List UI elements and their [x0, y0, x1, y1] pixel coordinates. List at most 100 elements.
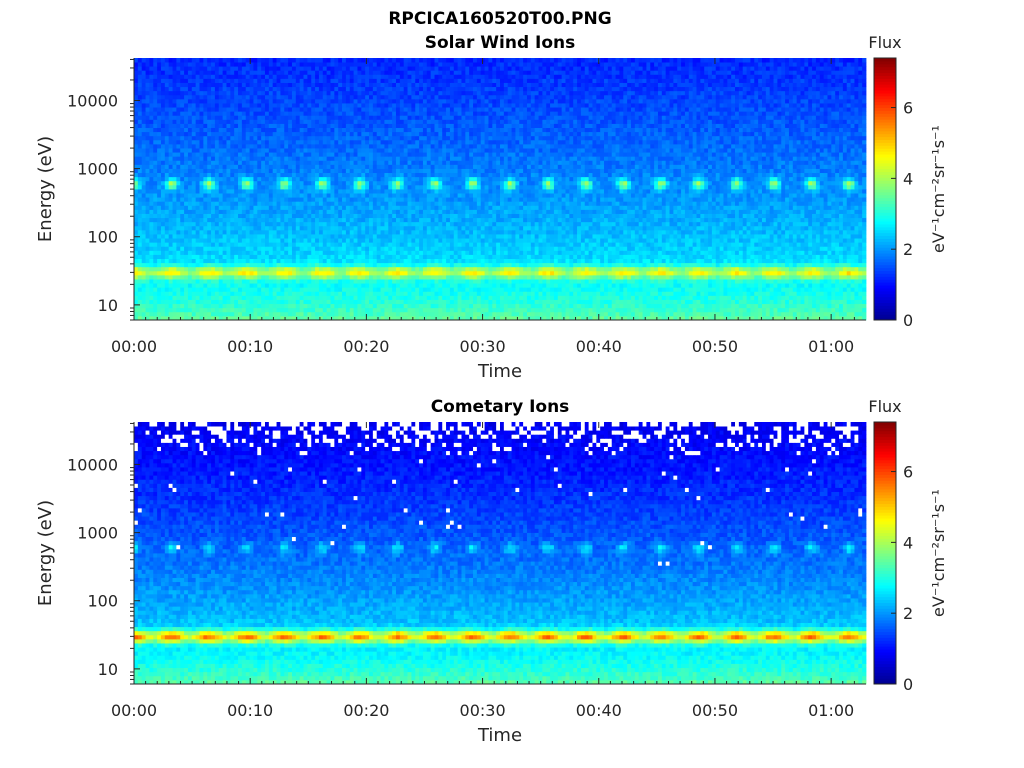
heatmap-cell — [188, 291, 192, 295]
heatmap-cell — [589, 304, 593, 308]
heatmap-cell — [323, 271, 327, 275]
heatmap-cell — [292, 308, 296, 312]
heatmap-cell — [608, 295, 612, 299]
heatmap-cell — [496, 271, 500, 275]
heatmap-cell — [142, 308, 146, 312]
heatmap-cell — [519, 271, 523, 275]
heatmap-cell — [153, 275, 157, 279]
heatmap-cell — [427, 295, 431, 299]
heatmap-cell — [654, 275, 658, 279]
heatmap-cell — [458, 291, 462, 295]
heatmap-cell — [277, 271, 281, 275]
heatmap-cell — [673, 295, 677, 299]
heatmap-cell — [627, 304, 631, 308]
heatmap-cell — [827, 304, 831, 308]
heatmap-cell — [558, 275, 562, 279]
heatmap-cell — [650, 304, 654, 308]
heatmap-cell — [304, 291, 308, 295]
heatmap-cell — [777, 291, 781, 295]
heatmap-cell — [851, 308, 855, 312]
heatmap-cell — [631, 308, 635, 312]
heatmap-cell — [843, 291, 847, 295]
heatmap-cell — [554, 304, 558, 308]
heatmap-cell — [666, 300, 670, 304]
heatmap-cell — [581, 283, 585, 287]
heatmap-cell — [797, 287, 801, 291]
heatmap-cell — [619, 304, 623, 308]
heatmap-cell — [673, 287, 677, 291]
heatmap-cell — [527, 300, 531, 304]
heatmap-cell — [173, 275, 177, 279]
heatmap-cell — [146, 304, 150, 308]
heatmap-cell — [627, 312, 631, 316]
heatmap-cell — [673, 279, 677, 283]
heatmap-cell — [824, 275, 828, 279]
heatmap-cell — [785, 279, 789, 283]
heatmap-cell — [496, 275, 500, 279]
heatmap-cell — [273, 291, 277, 295]
heatmap-cell — [804, 304, 808, 308]
heatmap-cell — [438, 279, 442, 283]
heatmap-cell — [184, 300, 188, 304]
heatmap-cell — [292, 275, 296, 279]
heatmap-cell — [465, 271, 469, 275]
heatmap-cell — [662, 287, 666, 291]
heatmap-cell — [565, 304, 569, 308]
heatmap-cell — [373, 295, 377, 299]
heatmap-cell — [535, 291, 539, 295]
heatmap-cell — [465, 312, 469, 316]
heatmap-cell — [265, 295, 269, 299]
heatmap-cell — [454, 283, 458, 287]
heatmap-cell — [554, 291, 558, 295]
heatmap-cell — [250, 300, 254, 304]
heatmap-cell — [508, 312, 512, 316]
panel-1: 00:00 00:10 00:20 00:30 00:40 00:50 01:0010100… — [35, 33, 948, 382]
heatmap-cell — [223, 295, 227, 299]
heatmap-cell — [265, 283, 269, 287]
heatmap-cell — [384, 295, 388, 299]
heatmap-cell — [739, 295, 743, 299]
heatmap-cell — [589, 295, 593, 299]
heatmap-cell — [750, 287, 754, 291]
heatmap-cell — [288, 279, 292, 283]
heatmap-cell — [461, 304, 465, 308]
heatmap-cell — [357, 283, 361, 287]
heatmap-cell — [569, 275, 573, 279]
heatmap-cell — [327, 275, 331, 279]
heatmap-cell — [627, 275, 631, 279]
heatmap-cell — [704, 279, 708, 283]
heatmap-cell — [681, 275, 685, 279]
heatmap-cell — [754, 304, 758, 308]
heatmap-cell — [693, 295, 697, 299]
heatmap-cell — [824, 283, 828, 287]
heatmap-cell — [288, 312, 292, 316]
heatmap-cell — [330, 287, 334, 291]
heatmap-cell — [762, 312, 766, 316]
heatmap-cell — [411, 312, 415, 316]
heatmap-cell — [627, 308, 631, 312]
heatmap-cell — [330, 275, 334, 279]
heatmap-cell — [542, 271, 546, 275]
heatmap-cell — [835, 300, 839, 304]
heatmap-cell — [512, 271, 516, 275]
heatmap-cell — [454, 287, 458, 291]
heatmap-cell — [581, 308, 585, 312]
heatmap-cell — [338, 308, 342, 312]
heatmap-cell — [512, 291, 516, 295]
heatmap-cell — [735, 287, 739, 291]
heatmap-cell — [577, 304, 581, 308]
heatmap-cell — [670, 312, 674, 316]
heatmap-cell — [342, 300, 346, 304]
heatmap-cell — [315, 283, 319, 287]
heatmap-cell — [373, 271, 377, 275]
heatmap-cell — [820, 304, 824, 308]
heatmap-cell — [169, 304, 173, 308]
heatmap-cell — [731, 283, 735, 287]
heatmap-cell — [723, 312, 727, 316]
heatmap-cell — [246, 287, 250, 291]
heatmap-cell — [338, 287, 342, 291]
heatmap-cell — [666, 304, 670, 308]
heatmap-cell — [173, 304, 177, 308]
heatmap-cell — [369, 291, 373, 295]
heatmap-cell — [531, 279, 535, 283]
